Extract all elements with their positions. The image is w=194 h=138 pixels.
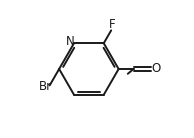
Text: O: O: [151, 63, 161, 75]
Text: Br: Br: [39, 80, 52, 93]
Text: N: N: [66, 35, 74, 48]
Text: F: F: [109, 18, 115, 31]
